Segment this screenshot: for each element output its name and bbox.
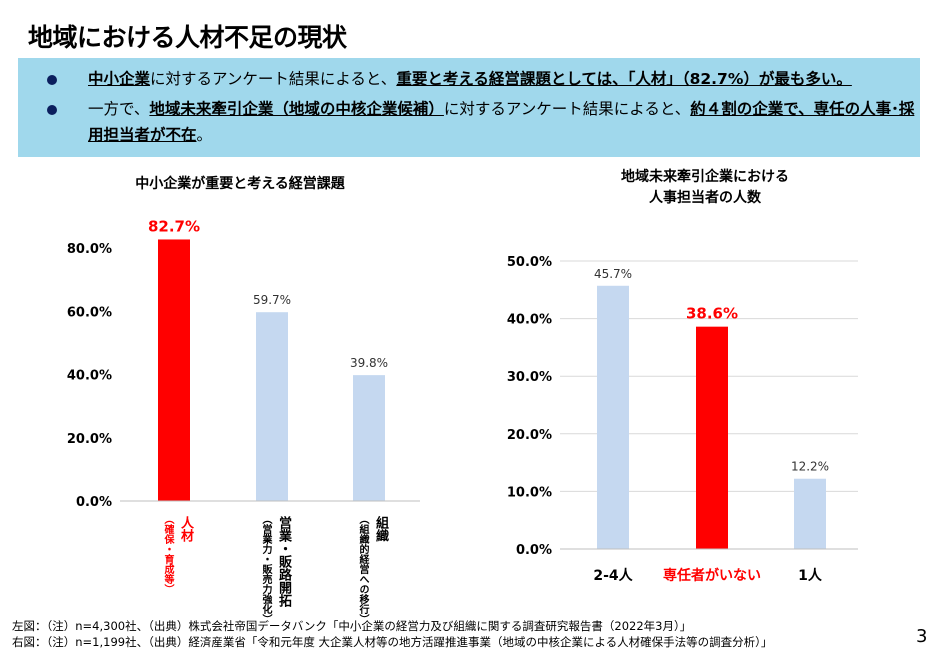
x-tick-sublabel: （営業力・販売力強化） [260,514,271,624]
bullet-text: 。 [196,126,213,144]
page-number: 3 [916,626,928,647]
x-tick-label: 1人 [798,567,823,584]
y-tick-label: 60.0% [67,305,112,320]
data-label: 59.7% [253,293,291,307]
footnote-left: 左図：（注）n=4,300社、（出典）株式会社帝国データバンク「中小企業の経営力… [12,619,692,633]
chart-title: 中小企業が重要と考える経営課題 [135,175,346,192]
data-label: 45.7% [594,267,632,281]
bar [256,312,288,501]
summary-box: 中小企業に対するアンケート結果によると、重要と考える経営課題としては、「人材」（… [18,58,920,157]
x-tick-label: 2-4人 [593,567,633,584]
bullet-text: 地域未来牽引企業（地域の中核企業候補） [149,100,444,118]
y-tick-label: 0.0% [76,495,112,510]
y-tick-label: 20.0% [67,432,112,447]
bullet-text: に対するアンケート結果によると、 [150,70,397,88]
bullet-text: 約４割の企業で、専任の人事･採用担当者が不在 [88,100,915,144]
x-tick-label: 営業・販路開拓 [276,516,291,607]
data-label: 39.8% [350,356,388,370]
y-tick-label: 30.0% [507,370,552,385]
y-tick-label: 80.0% [67,242,112,257]
x-tick-sublabel: （組織的経営への移行） [357,514,368,624]
bullet-text: 重要と考える経営課題としては、「人材」（82.7%）が最も多い。 [396,70,852,88]
bar [158,239,190,501]
bullet-text: 一方で、 [88,100,150,118]
data-label: 12.2% [791,460,829,474]
y-tick-label: 0.0% [516,543,552,558]
bar [597,285,629,549]
bar [794,478,826,549]
y-tick-label: 10.0% [507,485,552,500]
y-tick-label: 40.0% [507,313,552,328]
bullet-text: 中小企業 [88,70,151,88]
bullet-icon [47,105,57,115]
x-tick-sublabel: （確保・育成等） [162,514,173,594]
x-tick-label: 組織 [373,516,388,542]
bar [353,375,385,501]
y-tick-label: 20.0% [507,428,552,443]
bullet-text: に対するアンケート結果によると、 [443,100,691,118]
bar [696,326,728,549]
y-tick-label: 40.0% [67,369,112,384]
x-tick-label: 人材 [178,516,193,542]
chart-title: 地域未来牽引企業における [621,168,789,185]
data-label: 38.6% [686,305,738,323]
page-title: 地域における人材不足の現状 [28,23,347,52]
footnote-right: 右図：（注）n=1,199社、（出典）経済産業省「令和元年度 大企業人材等の地方… [12,635,773,649]
bullet-icon [47,75,57,85]
data-label: 82.7% [148,217,200,235]
chart-title: 人事担当者の人数 [649,189,762,206]
x-tick-label: 専任者がいない [663,567,761,584]
y-tick-label: 50.0% [507,255,552,270]
